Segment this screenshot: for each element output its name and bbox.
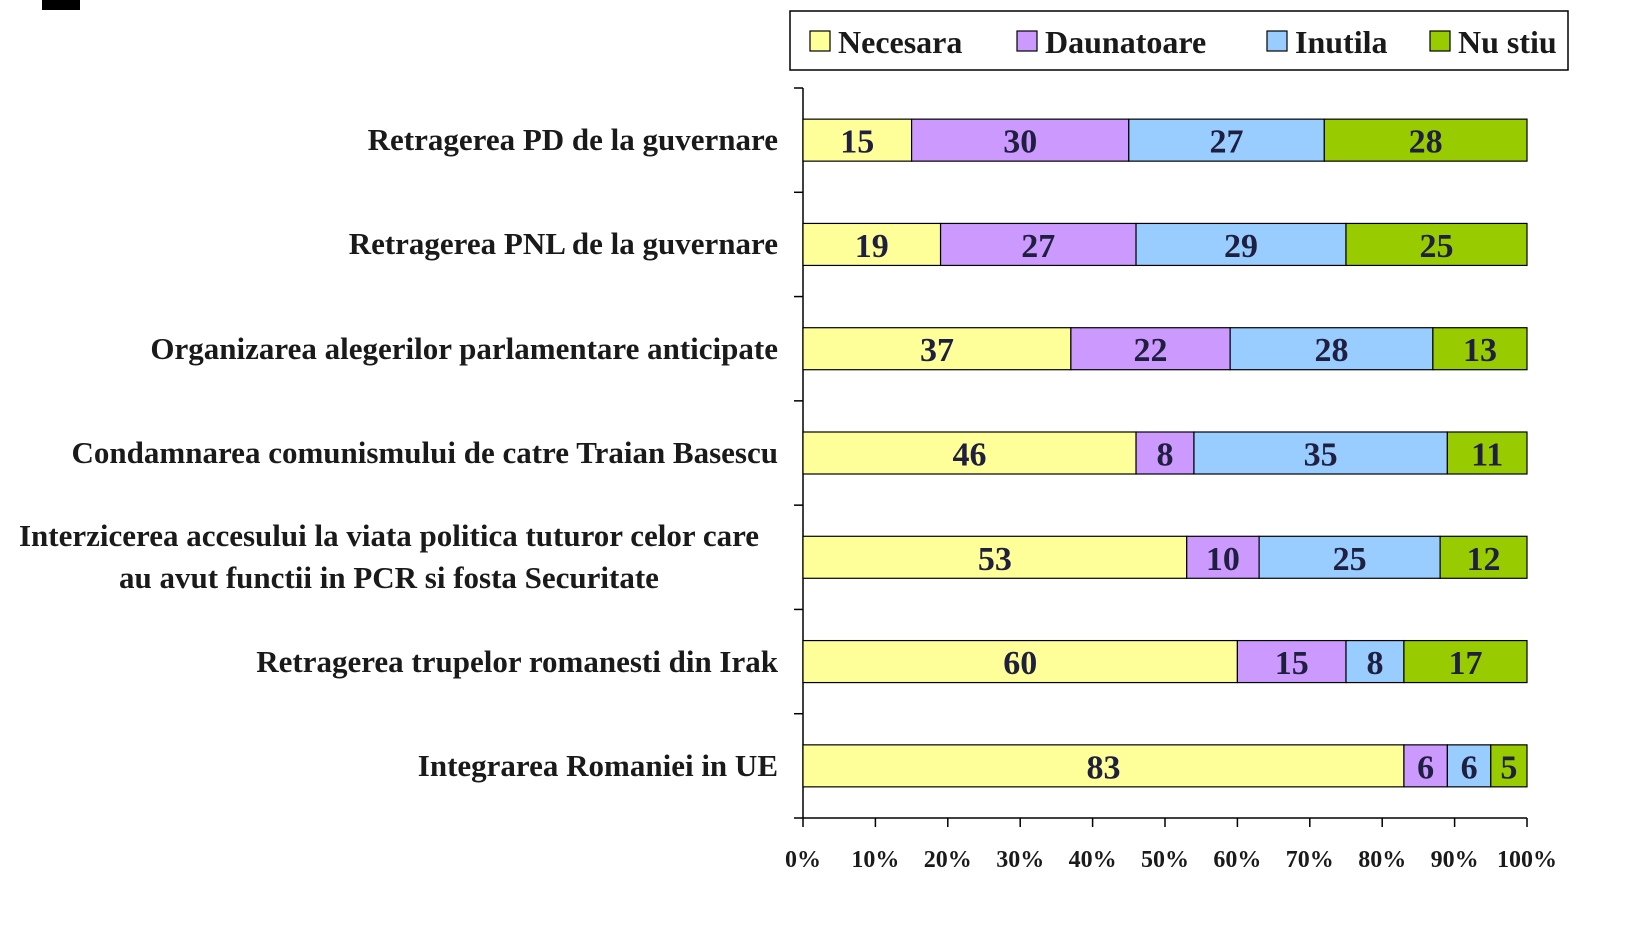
legend-label: Inutila xyxy=(1295,24,1387,60)
data-label: 19 xyxy=(855,228,889,265)
x-tick-label: 40% xyxy=(1069,847,1117,873)
data-label: 8 xyxy=(1157,437,1174,474)
bar-segment xyxy=(910,118,1130,162)
category-label: Interzicerea accesului la viata politica… xyxy=(18,518,760,596)
bar-segment xyxy=(1193,431,1448,475)
data-label: 29 xyxy=(1224,228,1258,265)
data-label: 8 xyxy=(1366,645,1383,682)
corner-mark xyxy=(42,0,80,10)
data-label: 46 xyxy=(953,437,987,474)
x-tick-label: 10% xyxy=(851,847,899,873)
bar-segment xyxy=(1446,431,1528,475)
category-label: Retragerea PD de la guvernare xyxy=(367,122,778,158)
data-label: 28 xyxy=(1315,332,1349,369)
bar-segment xyxy=(802,431,1137,475)
bar-segment xyxy=(1345,639,1405,684)
x-tick-label: 100% xyxy=(1497,847,1557,873)
bar-segment xyxy=(1403,744,1448,788)
category-label: Condamnarea comunismului de catre Traian… xyxy=(71,435,778,470)
data-label: 25 xyxy=(1420,228,1454,265)
category-label: Retragerea trupelor romanesti din Irak xyxy=(256,643,778,679)
legend-box xyxy=(789,10,1569,71)
x-tick-label: 70% xyxy=(1286,847,1334,873)
legend-swatch xyxy=(1016,30,1038,52)
bar-segment xyxy=(1186,535,1260,579)
x-tick-label: 50% xyxy=(1141,847,1189,873)
bar-segment xyxy=(802,639,1238,684)
data-label: 35 xyxy=(1304,437,1338,474)
x-tick-label: 90% xyxy=(1431,847,1479,873)
legend-swatch xyxy=(809,30,831,52)
bar-segment xyxy=(1446,744,1492,788)
legend-label: Daunatoare xyxy=(1045,24,1206,60)
bar-segment xyxy=(1439,535,1528,579)
legend-swatch xyxy=(1266,30,1288,52)
bar-segment xyxy=(1229,327,1434,371)
data-label: 53 xyxy=(978,541,1012,578)
data-label: 25 xyxy=(1333,541,1367,578)
category-label: Retragerea PNL de la guvernare xyxy=(348,226,778,262)
data-label: 15 xyxy=(1275,645,1309,682)
bar-segment xyxy=(1490,744,1528,788)
bar-segment xyxy=(1323,118,1528,162)
bar-segment xyxy=(1135,431,1195,475)
bar-segment xyxy=(802,744,1405,788)
category-label: Organizarea alegerilor parlamentare anti… xyxy=(150,330,778,366)
x-tick-label: 60% xyxy=(1213,847,1261,873)
data-label: 10 xyxy=(1206,541,1240,578)
x-tick-label: 20% xyxy=(924,847,972,873)
data-label: 37 xyxy=(920,332,954,369)
data-label: 6 xyxy=(1417,749,1434,786)
data-label: 13 xyxy=(1463,332,1497,369)
legend-swatch xyxy=(1429,30,1451,52)
x-tick-label: 0% xyxy=(785,847,821,873)
bar-segment xyxy=(1403,639,1528,684)
data-label: 28 xyxy=(1409,124,1443,161)
category-label: Integrarea Romaniei in UE xyxy=(417,747,778,783)
data-label: 22 xyxy=(1134,332,1168,369)
x-tick-label: 80% xyxy=(1358,847,1406,873)
legend-label: Nu stiu xyxy=(1458,24,1557,60)
legend-label: Necesara xyxy=(838,24,962,60)
data-label: 12 xyxy=(1467,541,1501,578)
bar-segment xyxy=(802,118,913,162)
data-label: 83 xyxy=(1086,749,1120,786)
data-label: 60 xyxy=(1003,645,1037,682)
data-label: 6 xyxy=(1461,749,1478,786)
data-label: 11 xyxy=(1471,437,1503,474)
data-label: 30 xyxy=(1003,124,1037,161)
bar-segment xyxy=(1432,327,1528,371)
data-label: 5 xyxy=(1500,749,1517,786)
bar-segment xyxy=(802,535,1188,579)
x-tick-label: 30% xyxy=(996,847,1044,873)
bar-segment xyxy=(1070,327,1231,371)
data-label: 15 xyxy=(840,124,874,161)
bar-segment xyxy=(802,327,1072,371)
bar-segment xyxy=(939,222,1137,267)
data-label: 27 xyxy=(1210,124,1244,161)
bar-segment xyxy=(1345,222,1528,267)
bar-segment xyxy=(1258,535,1441,579)
bar-segment xyxy=(802,222,942,267)
bar-segment xyxy=(1135,222,1347,267)
data-label: 17 xyxy=(1448,645,1482,682)
data-label: 27 xyxy=(1021,228,1055,265)
